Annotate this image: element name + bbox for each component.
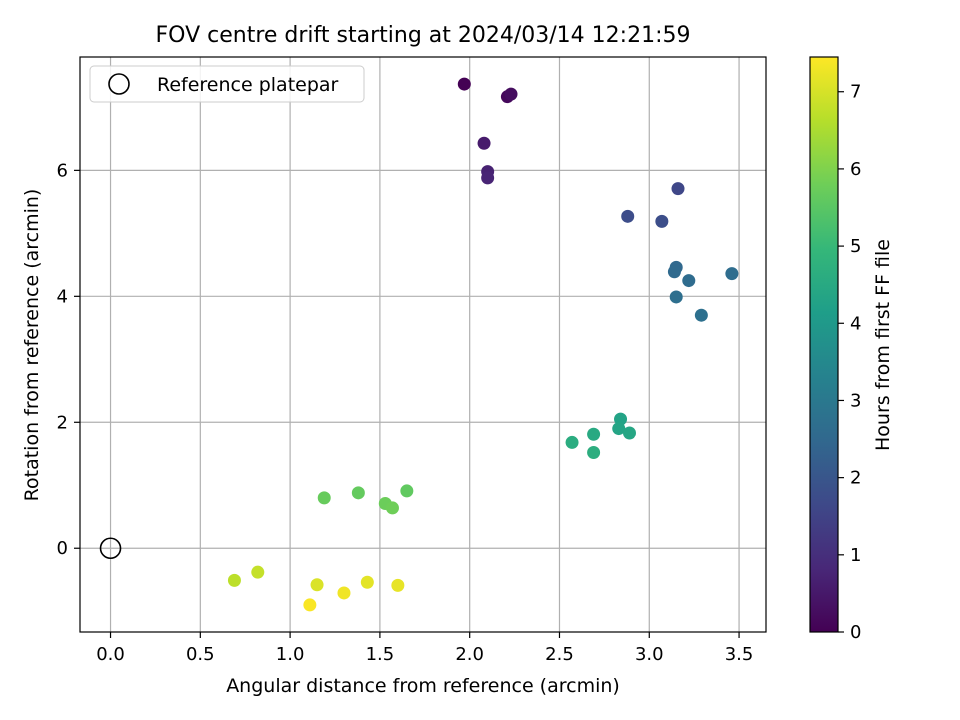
data-point: [481, 171, 495, 185]
legend: Reference platepar: [89, 65, 365, 103]
legend-label: Reference platepar: [157, 74, 339, 96]
data-point: [227, 573, 241, 587]
colorbar-tick-label: 2: [850, 468, 861, 489]
data-point: [671, 182, 685, 196]
colorbar-frame: [809, 56, 839, 633]
colorbar-tick-label: 1: [850, 545, 861, 566]
data-point: [310, 578, 324, 592]
data-point: [391, 578, 405, 592]
data-point: [655, 214, 669, 228]
data-point: [694, 308, 708, 322]
colorbar-tick-label: 0: [850, 622, 861, 643]
data-point: [251, 565, 265, 579]
colorbar-tick-label: 6: [850, 159, 861, 180]
colorbar-gradient: [810, 57, 838, 632]
x-tick-label: 1.0: [276, 644, 305, 665]
data-point: [400, 484, 414, 498]
legend-marker: [108, 73, 130, 95]
grid: [80, 57, 766, 632]
y-axis-label: Rotation from reference (arcmin): [21, 189, 43, 502]
x-tick-label: 3.0: [635, 644, 664, 665]
y-tick-label: 0: [57, 538, 68, 559]
colorbar-ticks: 0 1 2 3 4 5 6 7: [838, 82, 861, 643]
data-point: [385, 501, 399, 515]
data-point: [621, 209, 635, 223]
data-point: [504, 87, 518, 101]
legend-box: [89, 65, 365, 103]
colorbar: 0 1 2 3 4 5 6 7 Hours from first FF file: [809, 56, 894, 643]
x-tick-label: 2.5: [545, 644, 574, 665]
x-tick-label: 3.5: [725, 644, 754, 665]
x-tick-label: 1.5: [366, 644, 395, 665]
x-tick-label: 0.0: [96, 644, 125, 665]
x-tick-label: 0.5: [186, 644, 215, 665]
colorbar-tick-label: 5: [850, 236, 861, 257]
colorbar-tick-label: 7: [850, 82, 861, 103]
colorbar-tick-label: 3: [850, 390, 861, 411]
data-point: [337, 586, 351, 600]
data-points: [227, 77, 739, 612]
data-point: [667, 265, 681, 279]
reference-platepar-marker: [99, 537, 122, 560]
data-point: [317, 491, 331, 505]
x-axis: 0.0 0.5 1.0 1.5 2.0 2.5 3.0 3.5: [96, 632, 753, 665]
y-tick-label: 2: [57, 412, 68, 433]
data-point: [623, 426, 637, 440]
y-tick-label: 4: [57, 286, 68, 307]
chart-title: FOV centre drift starting at 2024/03/14 …: [156, 23, 691, 48]
plot-area-frame: [79, 56, 767, 633]
colorbar-label: Hours from first FF file: [872, 239, 894, 451]
x-axis-label: Angular distance from reference (arcmin): [226, 675, 620, 697]
data-point: [565, 435, 579, 449]
data-point: [360, 575, 374, 589]
x-tick-label: 2.0: [455, 644, 484, 665]
data-point: [303, 598, 317, 612]
data-point: [669, 290, 683, 304]
data-point: [477, 136, 491, 150]
data-point: [587, 446, 601, 460]
data-point: [587, 427, 601, 441]
colorbar-tick-label: 4: [850, 313, 861, 334]
y-tick-label: 6: [57, 160, 68, 181]
data-point: [682, 274, 696, 288]
y-axis: 0 2 4 6: [57, 160, 80, 559]
data-point: [457, 77, 471, 91]
data-point: [725, 267, 739, 281]
data-point: [612, 422, 626, 436]
data-point: [351, 486, 365, 500]
